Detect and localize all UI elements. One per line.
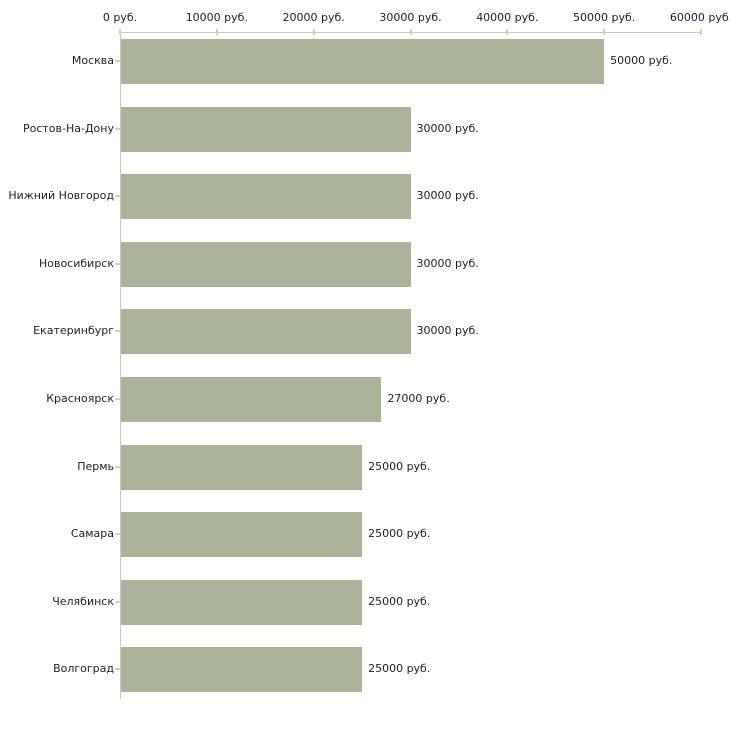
y-axis-line <box>120 32 121 699</box>
category-label: Новосибирск <box>38 256 114 270</box>
category-tick <box>115 330 120 333</box>
bar-value-label: 30000 руб. <box>416 256 479 270</box>
bar <box>121 106 411 152</box>
x-axis-tick <box>312 29 315 35</box>
category-label: Челябинск <box>52 594 114 608</box>
category-tick <box>115 127 120 130</box>
category-tick <box>115 465 120 468</box>
bar-value-label: 30000 руб. <box>416 189 479 203</box>
x-axis-tick-label: 60000 руб. <box>669 11 730 24</box>
x-axis-tick <box>409 29 412 35</box>
x-axis-tick-label: 50000 руб. <box>573 11 636 24</box>
category-tick <box>115 668 120 671</box>
bar-value-label: 30000 руб. <box>416 324 479 338</box>
bar-value-label: 27000 руб. <box>387 392 450 405</box>
category-tick <box>115 600 120 603</box>
x-axis-tick-label: 0 руб. <box>102 11 138 24</box>
x-axis-tick <box>700 29 702 35</box>
bar-value-label: 25000 руб. <box>368 594 431 608</box>
bar-value-label: 25000 руб. <box>368 527 431 541</box>
bar-value-label: 30000 руб. <box>416 121 479 135</box>
bar <box>121 241 411 287</box>
x-axis-tick-label: 30000 руб. <box>379 11 442 24</box>
x-axis-tick <box>603 29 606 35</box>
bar <box>121 647 363 693</box>
category-tick <box>115 398 120 400</box>
bar <box>121 39 605 84</box>
category-label: Красноярск <box>46 392 114 405</box>
category-label: Самара <box>70 527 114 541</box>
category-label: Екатеринбург <box>33 324 114 338</box>
category-tick <box>115 60 120 62</box>
category-label: Волгоград <box>53 662 114 676</box>
bar <box>121 444 363 490</box>
category-label: Нижний Новгород <box>8 189 114 203</box>
bar <box>121 309 411 355</box>
category-label: Москва <box>71 54 114 67</box>
x-axis-tick-label: 40000 руб. <box>476 11 539 24</box>
x-axis-tick <box>506 29 509 35</box>
x-axis-tick <box>119 29 121 35</box>
bar <box>121 174 411 220</box>
bar <box>121 579 363 625</box>
x-axis-tick-label: 20000 руб. <box>282 11 345 24</box>
category-tick <box>115 195 120 198</box>
category-tick <box>115 262 120 265</box>
x-axis-tick-label: 10000 руб. <box>185 11 248 24</box>
category-label: Пермь <box>77 459 114 473</box>
bar-value-label: 50000 руб. <box>610 54 673 67</box>
bar <box>121 377 382 422</box>
category-label: Ростов-На-Дону <box>22 121 114 135</box>
bar <box>121 512 363 558</box>
category-tick <box>115 533 120 536</box>
bar-value-label: 25000 руб. <box>368 662 431 676</box>
x-axis-tick <box>215 29 218 35</box>
bar-value-label: 25000 руб. <box>368 459 431 473</box>
